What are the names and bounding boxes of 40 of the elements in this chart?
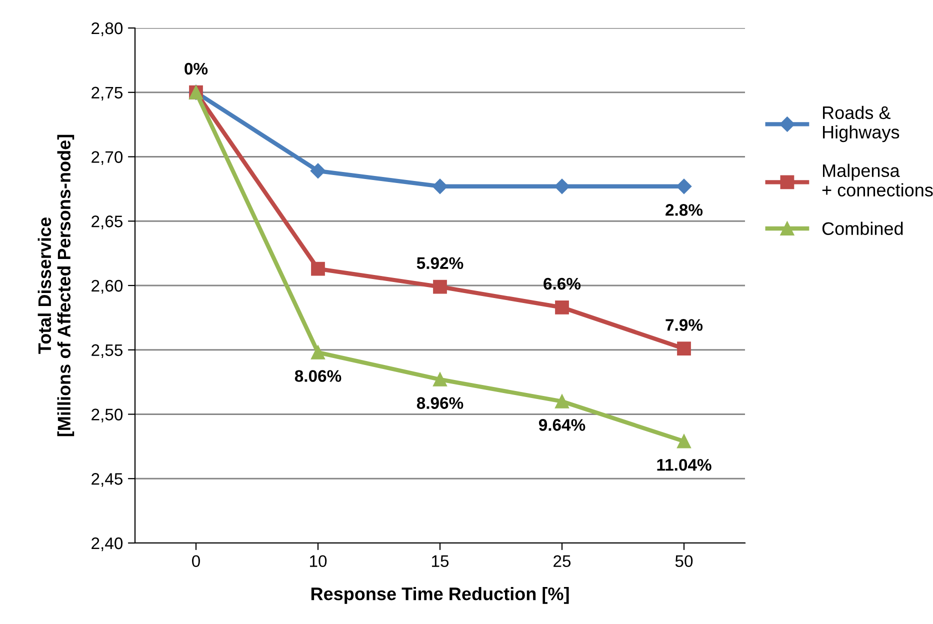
- annotation: 11.04%: [657, 458, 712, 471]
- x-tick-label: 15: [432, 555, 449, 568]
- annotation: 7.9%: [666, 319, 703, 331]
- point: [311, 346, 325, 360]
- point: [555, 300, 569, 314]
- annotation: 8.06%: [294, 370, 342, 382]
- x-tick-label: 25: [554, 555, 571, 568]
- point: [554, 178, 570, 194]
- point: [555, 394, 569, 408]
- y-axis-title: Total Disservice [Millions of Affected Persons-node]: [38, 134, 74, 436]
- annotation: 8.96%: [416, 397, 464, 409]
- y-tick-label: 2,60: [92, 280, 123, 294]
- annotation: 6.6%: [544, 278, 581, 290]
- point: [677, 434, 691, 448]
- point: [432, 178, 448, 194]
- x-tick-label: 10: [310, 555, 327, 568]
- annotation: 0%: [184, 62, 208, 75]
- legend-label: Roads & Highways: [823, 106, 900, 142]
- y-tick-label: 2,80: [92, 22, 123, 36]
- x-axis-title: Response Time Reduction [%]: [311, 587, 569, 604]
- annotation: 5.92%: [416, 257, 464, 270]
- y-tick-label: 2,75: [92, 86, 122, 101]
- point: [676, 178, 692, 194]
- point: [433, 372, 447, 386]
- point: [433, 280, 447, 294]
- y-tick-label: 2,40: [92, 537, 123, 552]
- point: [677, 342, 691, 356]
- annotation: 2.8%: [666, 204, 703, 216]
- point: [311, 262, 325, 276]
- point: [310, 163, 326, 178]
- y-tick-label: 2,65: [92, 216, 122, 230]
- y-tick-label: 2,50: [92, 408, 123, 422]
- x-tick-label: 50: [675, 555, 693, 568]
- annotation: 9.64%: [538, 419, 586, 431]
- y-tick-label: 2,45: [92, 473, 122, 487]
- legend-label: Combined: [822, 222, 903, 235]
- legend-label: Malpensa + connections: [822, 164, 933, 196]
- y-tick-label: 2,55: [92, 344, 122, 358]
- y-tick-label: 2,70: [92, 151, 123, 165]
- x-tick-label: 0: [192, 555, 200, 568]
